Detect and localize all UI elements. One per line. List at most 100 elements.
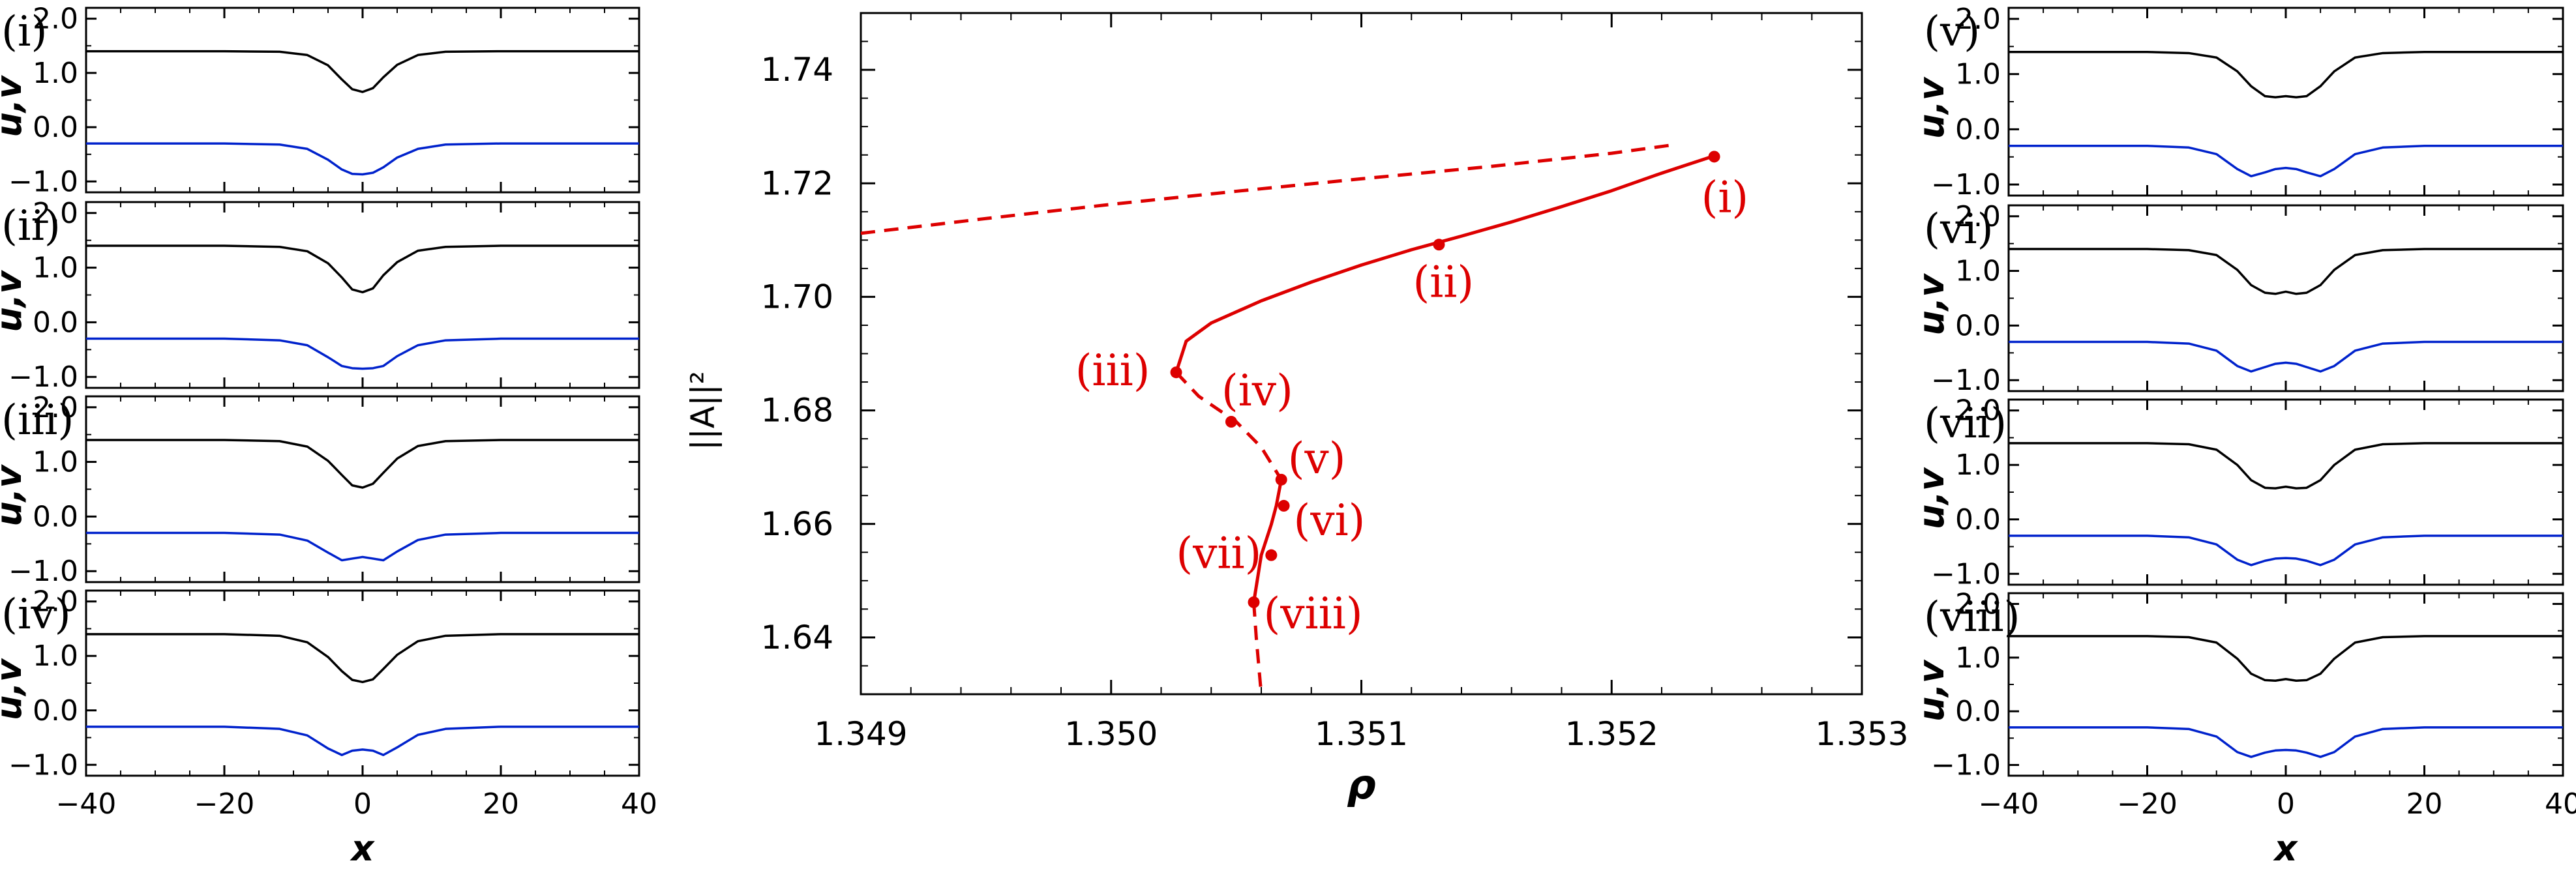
x-tick-label: 1.352	[1565, 715, 1658, 753]
y-tick-label: 2.0	[1955, 394, 2001, 428]
x-tick-label: 20	[483, 787, 519, 821]
solution-point	[1225, 416, 1237, 428]
y-tick-label: 1.0	[33, 639, 78, 673]
y-tick-label: 0.0	[33, 306, 78, 339]
y-tick-label: 0.0	[1955, 503, 2001, 536]
y-tick-label: −1.0	[1931, 168, 2001, 201]
y-tick-label: 2.0	[1955, 587, 2001, 621]
profile-panel-i: 2.0 1.0 0.0 −1.0 u,v (i)	[0, 3, 640, 198]
profile-series-line	[86, 439, 639, 489]
y-tick-label: −1.0	[8, 165, 78, 198]
point-label: (i)	[1701, 172, 1749, 222]
y-tick-label: 1.0	[1955, 58, 2001, 91]
y-tick-label: 0.0	[33, 111, 78, 144]
y-tick-label: 1.68	[761, 392, 833, 430]
x-tick-label: 0	[353, 787, 372, 821]
profile-series-line	[86, 50, 639, 93]
profile-panel-vii: 2.0 1.0 0.0 −1.0 u,v (vii)	[1911, 394, 2564, 591]
profile-series-line	[86, 337, 639, 370]
solution-point	[1275, 473, 1287, 486]
unstable-branch-line	[1251, 602, 1263, 694]
y-tick-label: 1.64	[761, 619, 833, 656]
point-label: (v)	[1288, 433, 1346, 484]
plot-frame	[85, 201, 640, 389]
point-label: (iii)	[1075, 345, 1150, 396]
x-tick-label: 1.353	[1815, 715, 1908, 753]
solution-point	[1433, 239, 1445, 251]
y-tick-label: −1.0	[8, 748, 78, 782]
y-tick-label: 2.0	[33, 391, 78, 424]
y-tick-label: 1.72	[761, 164, 833, 202]
y-axis-label: u,v	[1911, 273, 1952, 336]
panel-label: (iii)	[1, 396, 74, 445]
stable-branch-line	[1175, 154, 1713, 374]
bifurcation-diagram: 1.74 1.72 1.70 1.68 1.66 1.64 1.349 1.350 1.351 1…	[684, 12, 1909, 808]
profile-series-line	[2009, 145, 2563, 178]
profile-series-line	[86, 633, 639, 684]
profile-series-line	[86, 142, 639, 176]
y-tick-label: 0.0	[33, 500, 78, 533]
y-axis-label: ||A||²	[684, 371, 722, 450]
x-tick-label: 0	[2277, 787, 2295, 821]
point-label: (vii)	[1176, 529, 1261, 579]
profile-series-line	[2009, 535, 2563, 566]
profile-series-line	[2009, 442, 2563, 490]
plot-frame	[2007, 592, 2564, 777]
x-tick-label: −40	[1979, 787, 2039, 821]
panel-label: (i)	[1, 8, 47, 56]
unstable-branch-line	[861, 143, 1675, 235]
y-tick-label: 1.66	[761, 505, 833, 543]
profile-series-line	[2009, 340, 2563, 373]
profile-panel-iii: 2.0 1.0 0.0 −1.0 u,v (iii)	[0, 391, 640, 588]
right-profile-column: 2.0 1.0 0.0 −1.0 u,v (v) 2.0 1.0 0.0 −1.0 u,v (vi)…	[1911, 3, 2576, 869]
x-tick-label: 1.349	[814, 715, 907, 753]
profile-panel-vi: 2.0 1.0 0.0 −1.0 u,v (vi)	[1911, 200, 2564, 397]
y-tick-label: −1.0	[1931, 364, 2001, 397]
y-tick-label: 0.0	[33, 694, 78, 727]
x-tick-label: 1.351	[1315, 715, 1408, 753]
point-label: (iv)	[1221, 366, 1293, 416]
point-label: (vi)	[1294, 495, 1366, 546]
panel-label: (vi)	[1924, 205, 1994, 254]
y-axis-label: u,v	[1911, 76, 1952, 139]
solution-point	[1708, 151, 1720, 163]
y-tick-label: 2.0	[33, 197, 78, 230]
y-tick-label: 1.0	[33, 57, 78, 90]
y-tick-label: 1.0	[1955, 255, 2001, 288]
point-label: (ii)	[1413, 257, 1474, 307]
plot-frame	[85, 7, 640, 194]
y-tick-label: −1.0	[1931, 557, 2001, 591]
y-tick-label: −1.0	[8, 555, 78, 588]
y-tick-label: 2.0	[1955, 200, 2001, 233]
x-tick-label: 1.350	[1064, 715, 1158, 753]
y-axis-label: u,v	[0, 658, 29, 720]
y-tick-label: 0.0	[1955, 113, 2001, 146]
profile-panel-viii: 2.0 1.0 0.0 −1.0 −40 −20 0 20 40 x u,v (viii)	[1911, 587, 2576, 869]
y-tick-label: 0.0	[1955, 695, 2001, 728]
point-label: (viii)	[1263, 589, 1362, 639]
left-profile-column: 2.0 1.0 0.0 −1.0 u,v (i) 2.0 1.0 0.0 −1.0 u,v (ii)…	[0, 3, 657, 869]
profile-series-line	[86, 244, 639, 294]
x-tick-label: 40	[2545, 787, 2576, 821]
y-tick-label: 1.0	[1955, 448, 2001, 482]
panel-label: (vii)	[1924, 400, 2007, 448]
y-tick-label: 2.0	[33, 585, 78, 619]
x-axis-label: ρ	[1347, 761, 1375, 808]
profile-panel-v: 2.0 1.0 0.0 −1.0 u,v (v)	[1911, 3, 2564, 201]
y-tick-label: 2.0	[1955, 3, 2001, 36]
y-tick-label: 1.0	[1955, 641, 2001, 675]
profile-series-line	[86, 531, 639, 562]
y-tick-label: −1.0	[8, 360, 78, 394]
x-axis-label: x	[350, 828, 376, 869]
solution-point	[1248, 596, 1260, 608]
y-axis-label: u,v	[0, 270, 29, 332]
panel-label: (v)	[1924, 8, 1980, 56]
x-tick-label: −40	[56, 787, 117, 821]
y-tick-label: 1.70	[761, 278, 833, 315]
profile-series-line	[2009, 726, 2563, 758]
y-axis-label: u,v	[1911, 659, 1952, 722]
x-tick-label: −20	[194, 787, 255, 821]
y-tick-label: 0.0	[1955, 309, 2001, 342]
solution-point	[1278, 499, 1290, 512]
